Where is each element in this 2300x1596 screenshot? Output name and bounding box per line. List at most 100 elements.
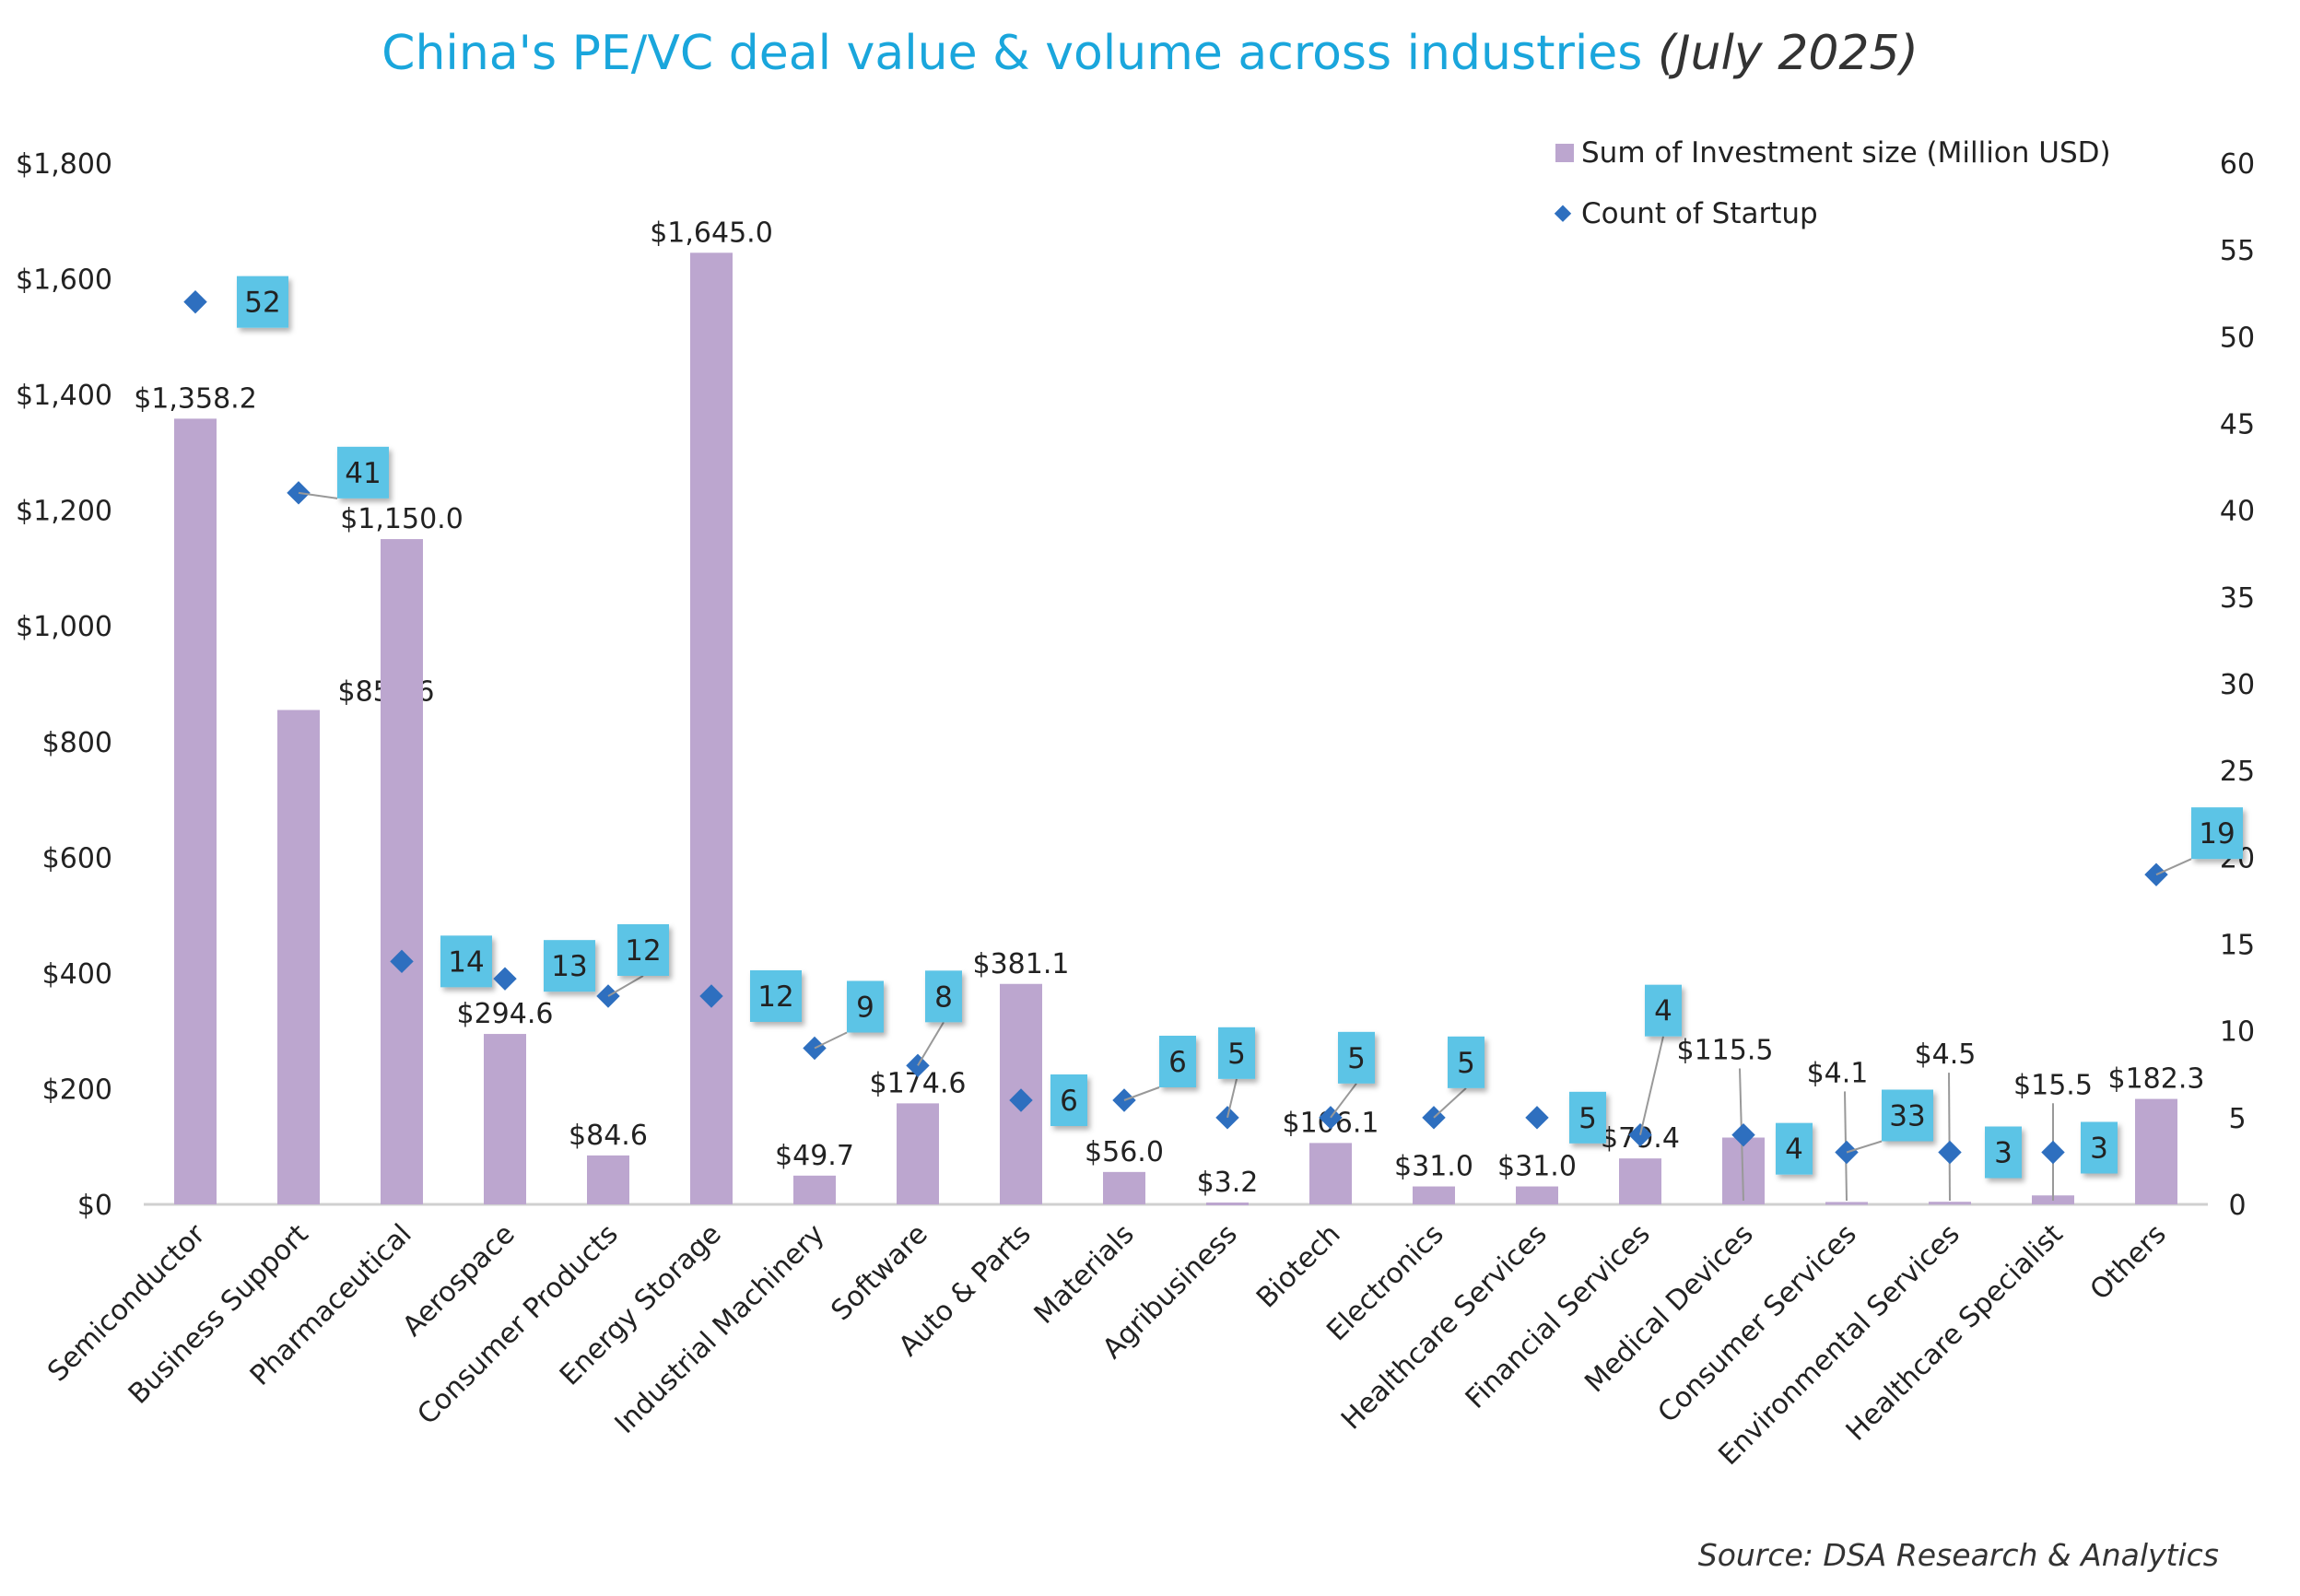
- leader-line: [1846, 1140, 1883, 1154]
- count-label: 3: [2090, 1132, 2108, 1166]
- bar: [1103, 1171, 1145, 1204]
- bar: [174, 418, 217, 1204]
- legend-bar-swatch: [1555, 144, 1574, 162]
- legend-marker-swatch: [1554, 205, 1572, 222]
- count-label-box: [1050, 1074, 1087, 1126]
- count-label-box: [2081, 1121, 2118, 1174]
- leader-line: [2155, 858, 2192, 876]
- bar-value-label: $15.5: [2013, 1069, 2093, 1101]
- count-label: 6: [1060, 1085, 1078, 1118]
- count-label-box: [1218, 1027, 1255, 1079]
- right-axis-tick-label: 55: [2220, 235, 2255, 267]
- right-axis-tick-label: 60: [2220, 148, 2255, 181]
- leader-line: [298, 491, 338, 499]
- right-axis-tick-label: 5: [2228, 1103, 2246, 1135]
- bar-value-label: $84.6: [569, 1120, 648, 1152]
- bar: [587, 1155, 629, 1204]
- legend-bar-label: Sum of Investment size (Million USD): [1581, 136, 2111, 170]
- count-label: 33: [1889, 1100, 1925, 1133]
- right-axis-tick-label: 45: [2220, 409, 2255, 441]
- count-label-box: [1159, 1036, 1196, 1087]
- category-label: Biotech: [1250, 1218, 1347, 1315]
- bar: [1413, 1186, 1455, 1204]
- left-axis-tick-label: $1,800: [16, 148, 112, 181]
- left-axis-tick-label: $600: [42, 842, 112, 874]
- left-axis-tick-label: $200: [42, 1074, 112, 1106]
- bar: [793, 1175, 836, 1204]
- count-label: 52: [244, 287, 280, 320]
- count-marker: [1938, 1140, 1962, 1165]
- right-axis-tick-label: 0: [2228, 1190, 2246, 1222]
- left-axis-tick-label: $1,200: [16, 496, 112, 528]
- count-label: 13: [551, 950, 587, 983]
- right-axis-tick-label: 40: [2220, 496, 2255, 528]
- count-label-box: [1882, 1089, 1933, 1142]
- count-label: 12: [625, 934, 661, 968]
- category-label: Materials: [1028, 1218, 1141, 1331]
- bar: [484, 1034, 526, 1204]
- count-label-box: [925, 970, 962, 1023]
- bar-value-label: $56.0: [1085, 1136, 1164, 1168]
- title-subtitle: (July 2025): [1657, 26, 1919, 81]
- count-label: 5: [1227, 1038, 1246, 1071]
- count-label-box: [847, 980, 884, 1033]
- bar: [897, 1103, 939, 1204]
- leader-line: [1639, 1036, 1664, 1135]
- bar: [2135, 1098, 2177, 1204]
- left-axis-tick-label: $1,000: [16, 611, 112, 643]
- count-marker: [2041, 1140, 2065, 1165]
- left-axis-tick-label: $1,600: [16, 264, 112, 297]
- bar-value-label: $31.0: [1394, 1151, 1473, 1183]
- count-marker: [183, 289, 207, 314]
- category-label: Healthcare Specialist: [1840, 1218, 2070, 1448]
- title-main: China's PE/VC deal value & volume across…: [381, 26, 1643, 81]
- count-label: 4: [1785, 1133, 1803, 1167]
- count-label-box: [544, 940, 595, 992]
- bar-value-label: $182.3: [2108, 1063, 2205, 1096]
- count-label-box: [1985, 1126, 2022, 1179]
- chart-title: China's PE/VC deal value & volume across…: [0, 26, 2300, 81]
- bar-value-label: $1,645.0: [650, 217, 773, 249]
- category-label: Others: [2084, 1218, 2173, 1307]
- category-label: Industrial Machinery: [609, 1218, 831, 1440]
- right-axis-tick-label: 15: [2220, 930, 2255, 962]
- count-label: 8: [934, 980, 953, 1014]
- leader-line: [1948, 1073, 1951, 1202]
- count-label-box: [750, 970, 802, 1022]
- count-label-box: [2191, 807, 2243, 860]
- count-label: 4: [1654, 995, 1672, 1028]
- count-label-box: [440, 935, 492, 988]
- right-axis-tick-label: 35: [2220, 582, 2255, 615]
- left-axis-tick-label: $800: [42, 727, 112, 759]
- bar-value-label: $294.6: [457, 998, 554, 1030]
- bar: [1825, 1202, 1868, 1205]
- count-label: 6: [1168, 1046, 1187, 1079]
- right-axis-tick-label: 50: [2220, 322, 2255, 354]
- source-note: Source: DSA Research & Analytics: [1697, 1537, 2219, 1573]
- category-label: Healthcare Services: [1335, 1218, 1554, 1437]
- left-axis-tick-label: $400: [42, 958, 112, 991]
- count-label: 5: [1457, 1047, 1475, 1080]
- bar-value-label: $115.5: [1677, 1034, 1774, 1066]
- bar-value-label: $49.7: [775, 1140, 854, 1172]
- leader-line: [814, 1031, 848, 1050]
- category-label: Consumer Products: [411, 1218, 624, 1431]
- count-label: 3: [1994, 1137, 2012, 1170]
- count-label: 12: [757, 980, 793, 1014]
- bar-value-label: $31.0: [1497, 1151, 1577, 1183]
- count-label: 5: [1347, 1042, 1366, 1075]
- count-label-box: [1448, 1036, 1484, 1088]
- right-axis-tick-label: 25: [2220, 756, 2255, 788]
- bar: [1929, 1202, 1971, 1205]
- count-label-box: [1645, 984, 1682, 1037]
- bar-value-label: $3.2: [1197, 1167, 1259, 1199]
- category-label: Consumer Services: [1652, 1218, 1863, 1429]
- count-label: 19: [2199, 817, 2235, 851]
- count-label-box: [617, 924, 669, 976]
- bar: [381, 539, 423, 1204]
- count-label-box: [337, 446, 389, 499]
- bar: [277, 710, 320, 1204]
- count-marker: [493, 967, 517, 991]
- bar-value-label: $4.5: [1915, 1039, 1977, 1071]
